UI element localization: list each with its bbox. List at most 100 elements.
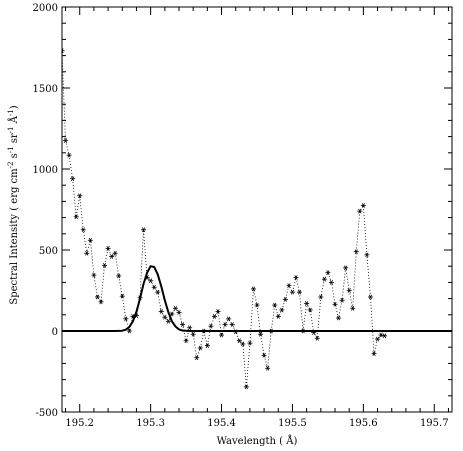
data-point-asterisk bbox=[148, 278, 154, 284]
gaussian-fit-line bbox=[62, 265, 452, 332]
data-point-asterisk bbox=[360, 203, 366, 208]
data-point-asterisk bbox=[378, 332, 384, 338]
y-tick-labels: -500 0 500 1000 1500 2000 bbox=[33, 3, 58, 419]
data-point-asterisk bbox=[293, 275, 299, 280]
data-point-asterisk bbox=[155, 289, 161, 295]
data-point-asterisk bbox=[151, 284, 157, 290]
data-point-asterisk bbox=[219, 332, 225, 338]
data-point-asterisk bbox=[318, 294, 324, 300]
data-point-asterisk bbox=[353, 249, 359, 254]
data-point-asterisk bbox=[258, 331, 264, 337]
data-point-asterisk bbox=[204, 343, 210, 348]
data-point-asterisk bbox=[141, 227, 147, 233]
data-point-asterisk bbox=[275, 314, 281, 319]
data-point-asterisk bbox=[63, 138, 69, 144]
data-point-asterisk bbox=[77, 193, 83, 199]
axis-ticks bbox=[62, 6, 452, 413]
data-point-asterisk bbox=[62, 48, 65, 54]
data-point-asterisk bbox=[247, 340, 253, 346]
data-point-asterisk bbox=[105, 246, 111, 251]
data-point-asterisk bbox=[325, 270, 331, 276]
data-point-asterisk bbox=[328, 280, 334, 285]
y-tick-label: 500 bbox=[39, 246, 58, 257]
data-point-asterisk bbox=[73, 214, 79, 220]
data-point-asterisk bbox=[215, 309, 221, 314]
data-point-asterisk bbox=[314, 335, 320, 341]
data-point-asterisk bbox=[158, 309, 164, 314]
x-tick-labels: 195.2 195.3 195.4 195.5 195.6 195.7 bbox=[65, 418, 448, 429]
x-tick-label: 195.7 bbox=[420, 418, 449, 429]
data-point-asterisk bbox=[112, 250, 118, 256]
data-point-asterisk bbox=[286, 283, 292, 289]
data-point-asterisk bbox=[197, 345, 203, 351]
y-tick-label: 2000 bbox=[33, 3, 58, 14]
data-point-asterisk bbox=[279, 307, 285, 313]
data-point-asterisk bbox=[183, 338, 189, 344]
data-point-asterisk bbox=[282, 297, 288, 302]
data-point-asterisk bbox=[102, 263, 108, 268]
data-point-asterisk bbox=[94, 294, 100, 300]
data-point-asterisk bbox=[190, 331, 196, 337]
data-point-asterisk bbox=[84, 250, 90, 256]
plot-frame bbox=[61, 6, 453, 413]
x-tick-label: 195.3 bbox=[136, 418, 165, 429]
data-point-asterisk bbox=[297, 289, 303, 295]
data-point-asterisk bbox=[80, 227, 86, 233]
data-point-asterisk bbox=[304, 301, 310, 306]
x-axis-title: Wavelength ( Å) bbox=[217, 435, 298, 447]
data-point-asterisk bbox=[169, 311, 175, 317]
data-point-asterisk bbox=[243, 384, 249, 390]
plot-area bbox=[62, 48, 452, 390]
data-point-asterisk bbox=[226, 316, 232, 322]
data-point-asterisk bbox=[211, 314, 217, 319]
data-point-asterisk bbox=[367, 294, 373, 300]
data-point-asterisk bbox=[364, 252, 370, 258]
data-point-asterisk bbox=[66, 152, 72, 158]
data-point-asterisk bbox=[87, 237, 93, 243]
x-tick-label: 195.5 bbox=[278, 418, 307, 429]
data-point-asterisk bbox=[194, 355, 200, 361]
data-point-asterisk bbox=[229, 322, 235, 327]
data-point-asterisk bbox=[321, 276, 327, 282]
x-tick-label: 195.6 bbox=[349, 418, 378, 429]
data-point-asterisk bbox=[332, 301, 338, 307]
data-point-asterisk bbox=[254, 302, 260, 308]
data-point-asterisk bbox=[165, 318, 171, 324]
data-point-asterisk bbox=[172, 305, 178, 311]
x-tick-label: 195.2 bbox=[65, 418, 94, 429]
data-point-asterisk bbox=[240, 341, 246, 347]
y-tick-label: 0 bbox=[52, 327, 58, 338]
y-tick-label: 1500 bbox=[33, 84, 58, 95]
data-point-asterisk bbox=[350, 305, 356, 311]
data-point-asterisk bbox=[109, 254, 115, 259]
data-point-asterisk bbox=[375, 336, 381, 342]
data-point-asterisk bbox=[343, 265, 349, 271]
data-point-asterisk bbox=[187, 325, 193, 331]
data-point-asterisk bbox=[346, 288, 352, 293]
data-point-asterisk bbox=[265, 365, 271, 371]
data-point-asterisk bbox=[357, 208, 363, 214]
data-point-asterisk bbox=[208, 323, 214, 329]
y-tick-label: 1000 bbox=[33, 165, 58, 176]
data-point-asterisk bbox=[261, 352, 267, 358]
data-point-asterisk bbox=[272, 302, 278, 308]
data-point-asterisk bbox=[382, 333, 388, 339]
data-point-asterisk bbox=[119, 293, 125, 299]
data-point-asterisk bbox=[236, 338, 242, 344]
data-point-asterisk bbox=[339, 297, 345, 303]
data-point-asterisk bbox=[126, 328, 132, 334]
y-axis-title: Spectral Intensity ( erg cm-2 s-1 sr-1 Å… bbox=[7, 105, 20, 304]
data-point-asterisk bbox=[336, 315, 342, 321]
data-point-asterisk bbox=[289, 289, 295, 295]
data-point-asterisk bbox=[123, 316, 129, 322]
data-point-asterisk bbox=[222, 322, 228, 327]
y-tick-label: -500 bbox=[36, 408, 58, 419]
data-point-asterisk bbox=[162, 314, 168, 320]
data-point-asterisk bbox=[307, 307, 313, 313]
series-group bbox=[62, 48, 452, 390]
x-tick-label: 195.4 bbox=[207, 418, 236, 429]
data-point-asterisk bbox=[180, 322, 186, 327]
data-point-asterisk bbox=[91, 272, 97, 278]
data-point-asterisk bbox=[176, 309, 182, 315]
